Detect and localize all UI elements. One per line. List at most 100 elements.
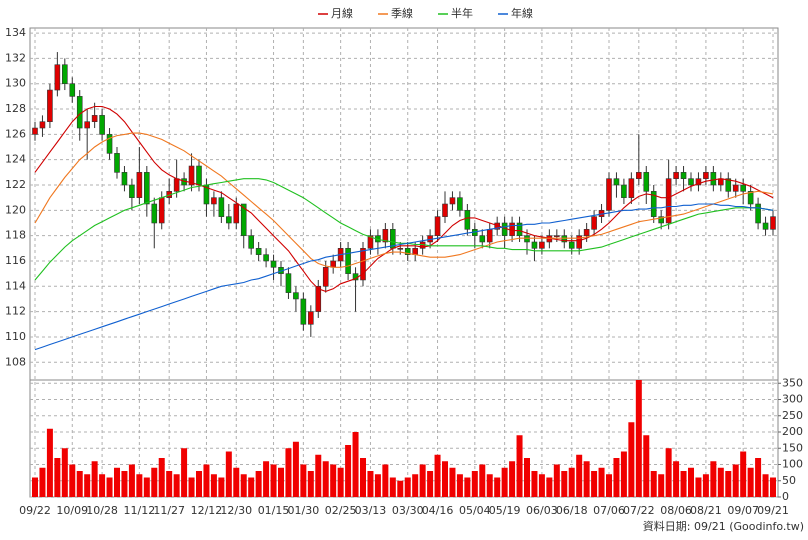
volume-bar <box>300 464 307 497</box>
volume-bar <box>494 477 501 497</box>
volume-bar <box>330 464 337 497</box>
candle-body <box>650 191 657 217</box>
candle-body <box>136 172 143 198</box>
volume-bar <box>546 477 553 497</box>
candle-body <box>144 172 150 205</box>
candle-body <box>218 197 225 217</box>
candle-body <box>636 172 642 179</box>
candle-body <box>762 222 769 230</box>
volume-bar <box>404 477 411 497</box>
y-tick-label: 110 <box>5 330 26 343</box>
candle-body <box>621 184 627 198</box>
candle-body <box>345 248 351 274</box>
volume-bar <box>143 477 150 497</box>
volume-bar <box>740 451 747 497</box>
candle-body <box>211 197 217 205</box>
moving-average-line <box>34 105 774 292</box>
x-tick-label: 03/30 <box>392 504 424 517</box>
volume-tick-label: 50 <box>782 474 796 487</box>
candle-body <box>755 203 761 224</box>
y-tick-label: 116 <box>5 254 26 267</box>
volume-bar <box>292 441 299 497</box>
x-tick-label: 11/27 <box>153 504 185 517</box>
candle-body <box>76 96 83 129</box>
volume-bar <box>337 467 344 497</box>
x-tick-label: 04/16 <box>422 504 454 517</box>
volume-bar <box>471 471 478 497</box>
moving-average-line <box>34 203 774 351</box>
candle-body <box>665 178 672 224</box>
candle-body <box>740 184 746 192</box>
y-tick-label: 130 <box>5 77 26 90</box>
volume-tick-label: 0 <box>782 490 789 503</box>
x-tick-label: 05/19 <box>489 504 521 517</box>
candle-body <box>114 153 120 173</box>
x-tick-label: 06/18 <box>556 504 588 517</box>
volume-bar <box>464 477 471 497</box>
candle-body <box>643 172 650 192</box>
candle-body <box>322 267 329 287</box>
volume-tick-label: 250 <box>782 409 803 422</box>
candle-body <box>270 260 277 268</box>
volume-bar <box>128 464 135 497</box>
volume-bar <box>278 467 284 497</box>
volume-bar <box>710 461 717 497</box>
y-tick-label: 122 <box>5 178 26 191</box>
volume-bar <box>315 454 322 497</box>
volume-bar <box>240 474 247 497</box>
candle-body <box>725 178 732 192</box>
volume-bar <box>188 477 195 497</box>
volume-bar <box>680 471 687 497</box>
candle-body <box>121 172 128 186</box>
candle-body <box>397 248 404 250</box>
y-tick-label: 126 <box>5 127 26 140</box>
candle-body <box>196 165 202 186</box>
candle-body <box>308 311 314 325</box>
candle-body <box>688 178 694 186</box>
volume-bar <box>225 451 232 497</box>
volume-bar <box>166 471 173 497</box>
volume-bar <box>427 471 434 497</box>
volume-bar <box>568 467 575 497</box>
candle-body <box>293 292 299 300</box>
y-tick-label: 134 <box>5 26 26 39</box>
candle-body <box>524 235 530 243</box>
volume-bar <box>613 458 620 497</box>
volume-bar <box>367 471 374 497</box>
volume-bar <box>46 428 53 497</box>
x-tick-label: 08/06 <box>660 504 692 517</box>
x-tick-label: 12/30 <box>220 504 252 517</box>
candle-body <box>360 248 366 281</box>
candle-body <box>32 127 38 135</box>
candle-body <box>449 197 456 205</box>
candle-body <box>188 165 195 186</box>
volume-bar <box>770 477 776 497</box>
volume-bar <box>106 477 113 497</box>
volume-bar <box>553 464 560 497</box>
candle-body <box>539 241 545 249</box>
candle-body <box>583 229 590 236</box>
x-tick-label: 11/12 <box>124 504 156 517</box>
candle-body <box>158 197 165 224</box>
volume-bar <box>99 474 106 497</box>
volume-bar <box>702 474 709 497</box>
footer: 資料日期: 09/21 (Goodinfo.tw) <box>643 519 804 533</box>
x-tick-label: 02/25 <box>325 504 357 517</box>
y-tick-label: 118 <box>5 229 26 242</box>
candle-body <box>39 121 46 129</box>
x-tick-label: 09/22 <box>19 504 51 517</box>
candle-body <box>568 241 575 249</box>
volume-bar <box>486 474 493 497</box>
candle-body <box>226 216 232 224</box>
candle-body <box>47 89 53 122</box>
volume-bar <box>76 471 83 497</box>
volume-bar <box>695 477 702 497</box>
volume-bar <box>151 467 158 497</box>
volume-bar <box>84 474 91 497</box>
volume-bar <box>210 474 217 497</box>
x-tick-label: 09/07 <box>727 504 759 517</box>
volume-bar <box>449 467 456 497</box>
candle-body <box>486 229 493 243</box>
volume-bar <box>747 467 754 497</box>
